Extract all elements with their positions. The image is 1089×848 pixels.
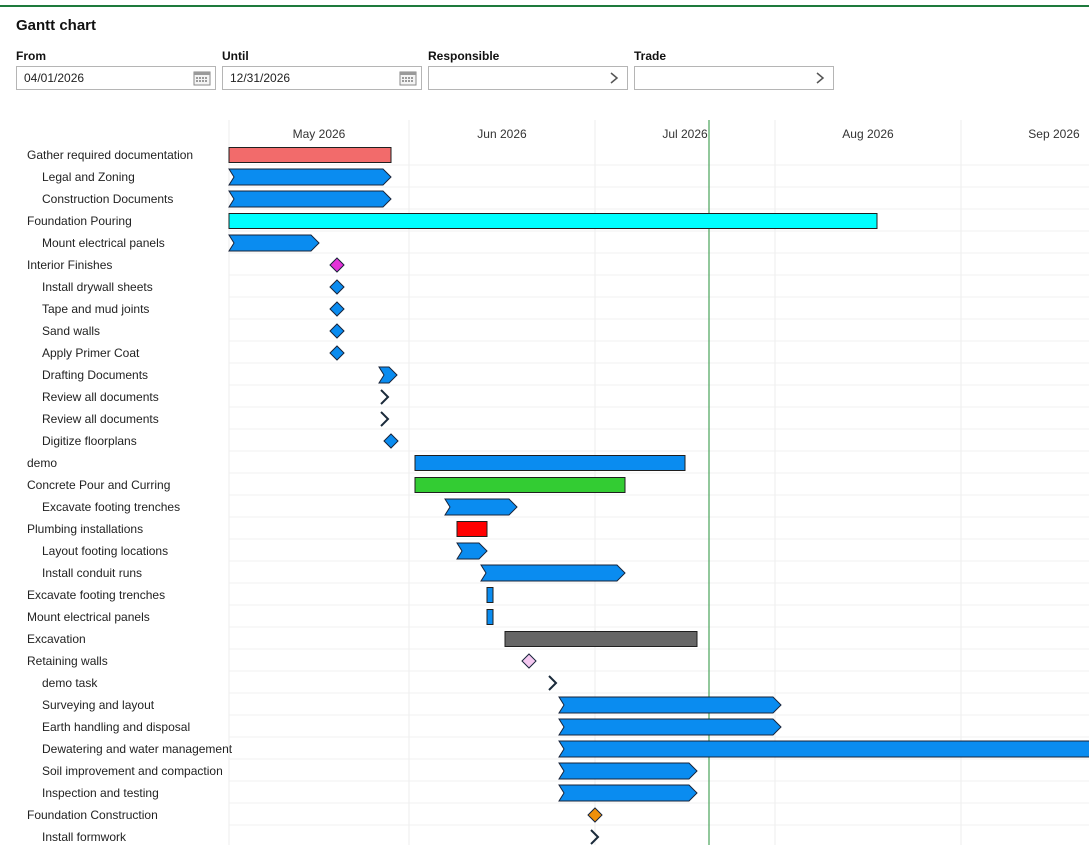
task-label[interactable]: Mount electrical panels [27,610,150,624]
month-tick-label: Aug 2026 [842,127,894,141]
gantt-task-bar [558,718,782,736]
responsible-label: Responsible [428,49,500,63]
gantt-zero-duration-marker [380,411,390,427]
gantt-task-bar [228,234,320,252]
task-label[interactable]: Install formwork [42,830,127,844]
task-label[interactable]: Dewatering and water management [42,742,233,756]
gantt-bar [504,631,698,647]
task-label[interactable]: Mount electrical panels [42,236,165,250]
header-accent-line [0,5,1089,7]
gantt-task-bar [378,366,398,384]
gantt-bar [414,455,686,471]
gantt-zero-duration-marker [380,389,390,405]
gantt-task-bar [444,498,518,516]
task-label[interactable]: Earth handling and disposal [42,720,191,734]
gantt-milestone [329,257,345,273]
gantt-task-bar [228,168,392,186]
gantt-task-bar [558,762,698,780]
from-label: From [16,49,46,63]
task-label[interactable]: Inspection and testing [42,786,159,800]
page-title: Gantt chart [16,17,97,34]
gantt-milestone [587,807,603,823]
chevron-right-icon [816,72,825,84]
task-label[interactable]: Excavation [27,632,86,646]
gantt-milestone [329,323,345,339]
gantt-zero-duration-marker [590,829,600,845]
from-date-value: 04/01/2026 [24,71,85,85]
task-label[interactable]: Apply Primer Coat [42,346,140,360]
task-label[interactable]: Retaining walls [27,654,108,668]
trade-label: Trade [634,49,667,63]
task-label[interactable]: Install conduit runs [42,566,143,580]
gantt-milestone [329,345,345,361]
gantt-task-bar [228,190,392,208]
gantt-task-bar [480,564,626,582]
responsible-select[interactable] [428,66,628,90]
calendar-icon[interactable] [193,70,211,86]
task-label[interactable]: Tape and mud joints [42,302,150,316]
gantt-milestone [521,653,537,669]
task-label[interactable]: Soil improvement and compaction [42,764,223,778]
gantt-milestone [383,433,399,449]
gantt-bar [486,609,494,625]
task-label[interactable]: Gather required documentation [27,148,194,162]
task-label[interactable]: Foundation Construction [27,808,158,822]
until-label: Until [222,49,249,63]
calendar-icon[interactable] [399,70,417,86]
gantt-milestone [329,301,345,317]
gantt-task-bar [456,542,488,560]
task-label[interactable]: Review all documents [42,412,159,426]
gantt-bar [486,587,494,603]
task-label[interactable]: Construction Documents [42,192,174,206]
task-label[interactable]: Drafting Documents [42,368,149,382]
gantt-task-bar [558,696,782,714]
task-label[interactable]: Interior Finishes [27,258,113,272]
gantt-bar [414,477,626,493]
month-tick-label: Sep 2026 [1028,127,1080,141]
task-label[interactable]: Excavate footing trenches [27,588,166,602]
gantt-bar [456,521,488,537]
task-label[interactable]: Excavate footing trenches [42,500,181,514]
until-date-value: 12/31/2026 [230,71,291,85]
task-label[interactable]: demo task [42,676,98,690]
until-date-field[interactable]: 12/31/2026 [222,66,422,90]
from-date-field[interactable]: 04/01/2026 [16,66,216,90]
month-tick-label: Jun 2026 [477,127,527,141]
task-label[interactable]: demo [27,456,58,470]
task-label[interactable]: Install drywall sheets [42,280,153,294]
gantt-bar [228,147,392,163]
month-tick-label: Jul 2026 [662,127,708,141]
gantt-zero-duration-marker [548,675,558,691]
task-label[interactable]: Plumbing installations [27,522,144,536]
task-label[interactable]: Review all documents [42,390,159,404]
month-tick-label: May 2026 [293,127,346,141]
task-label[interactable]: Surveying and layout [42,698,155,712]
task-label[interactable]: Foundation Pouring [27,214,132,228]
task-label[interactable]: Legal and Zoning [42,170,135,184]
task-label[interactable]: Concrete Pour and Curring [27,478,171,492]
gantt-bar [228,213,878,229]
gantt-task-bar [558,740,1089,758]
gantt-task-bar [558,784,698,802]
gantt-milestone [329,279,345,295]
trade-select[interactable] [634,66,834,90]
chevron-right-icon [610,72,619,84]
task-label[interactable]: Layout footing locations [42,544,169,558]
task-label[interactable]: Digitize floorplans [42,434,137,448]
task-label[interactable]: Sand walls [42,324,101,338]
